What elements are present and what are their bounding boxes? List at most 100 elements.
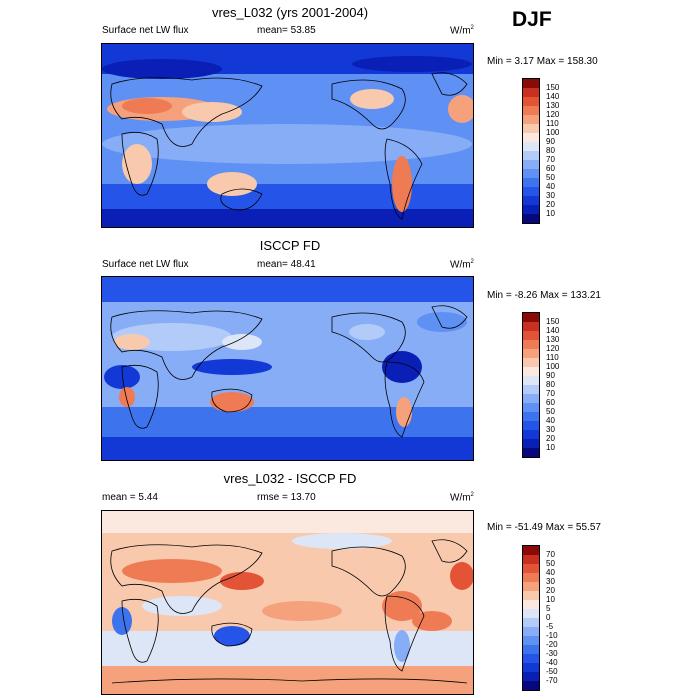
colorbar-segment bbox=[523, 214, 539, 223]
colorbar-segment bbox=[523, 403, 539, 412]
colorbar-tick-label: 80 bbox=[546, 146, 555, 155]
panel-3-title: vres_L032 - ISCCP FD bbox=[223, 471, 357, 486]
colorbar-tick-label: 130 bbox=[546, 335, 560, 344]
colorbar-segment bbox=[523, 385, 539, 394]
panel-3-rmse: rmse = 13.70 bbox=[257, 492, 316, 503]
colorbar-tick-label: 110 bbox=[546, 119, 559, 128]
colorbar-segment bbox=[523, 178, 539, 187]
colorbar-tick-label: 10 bbox=[546, 443, 555, 452]
panel-2-min-max: Min = -8.26 Max = 133.21 bbox=[487, 290, 601, 301]
colorbar-segment bbox=[523, 672, 539, 681]
panel-1-colorbar bbox=[522, 78, 540, 224]
colorbar-tick-label: 20 bbox=[546, 586, 555, 595]
colorbar-tick-label: 140 bbox=[546, 326, 560, 335]
colorbar-tick-label: 50 bbox=[546, 173, 555, 182]
colorbar-segment bbox=[523, 448, 539, 457]
colorbar-tick-label: -30 bbox=[546, 649, 558, 658]
colorbar-tick-label: 80 bbox=[546, 380, 555, 389]
colorbar-tick-label: -20 bbox=[546, 640, 558, 649]
panel-3-mean: mean = 5.44 bbox=[102, 492, 158, 503]
colorbar-segment bbox=[523, 591, 539, 600]
colorbar-segment bbox=[523, 349, 539, 358]
colorbar-segment bbox=[523, 322, 539, 331]
colorbar-segment bbox=[523, 124, 539, 133]
colorbar-segment bbox=[523, 609, 539, 618]
colorbar-tick-label: 150 bbox=[546, 83, 560, 92]
colorbar-tick-label: 100 bbox=[546, 128, 560, 137]
colorbar-tick-label: 40 bbox=[546, 568, 555, 577]
colorbar-segment bbox=[523, 681, 539, 690]
colorbar-tick-label: -50 bbox=[546, 667, 558, 676]
colorbar-tick-label: 5 bbox=[546, 604, 551, 613]
colorbar-segment bbox=[523, 654, 539, 663]
colorbar-tick-label: 40 bbox=[546, 416, 555, 425]
colorbar-segment bbox=[523, 160, 539, 169]
colorbar-segment bbox=[523, 573, 539, 582]
panel-2-mean: mean= 48.41 bbox=[257, 259, 316, 270]
colorbar-segment bbox=[523, 169, 539, 178]
colorbar-segment bbox=[523, 430, 539, 439]
panel-2-units: W/m2 bbox=[450, 259, 474, 271]
colorbar-tick-label: 70 bbox=[546, 155, 555, 164]
colorbar-tick-label: -10 bbox=[546, 631, 558, 640]
colorbar-segment bbox=[523, 106, 539, 115]
panel-3-min-max: Min = -51.49 Max = 55.57 bbox=[487, 522, 601, 533]
colorbar-tick-label: 30 bbox=[546, 191, 555, 200]
colorbar-tick-label: 150 bbox=[546, 317, 560, 326]
colorbar-tick-label: 120 bbox=[546, 344, 560, 353]
colorbar-tick-label: 10 bbox=[546, 595, 555, 604]
colorbar-segment bbox=[523, 205, 539, 214]
colorbar-tick-label: 10 bbox=[546, 209, 555, 218]
panel-1-left-label: Surface net LW flux bbox=[102, 25, 189, 36]
colorbar-tick-label: 70 bbox=[546, 389, 555, 398]
colorbar-segment bbox=[523, 663, 539, 672]
colorbar-segment bbox=[523, 187, 539, 196]
colorbar-segment bbox=[523, 582, 539, 591]
panel-2-left-label: Surface net LW flux bbox=[102, 259, 189, 270]
colorbar-segment bbox=[523, 421, 539, 430]
colorbar-tick-label: -5 bbox=[546, 622, 554, 631]
colorbar-tick-label: 140 bbox=[546, 92, 560, 101]
colorbar-segment bbox=[523, 151, 539, 160]
colorbar-segment bbox=[523, 439, 539, 448]
colorbar-tick-label: 120 bbox=[546, 110, 560, 119]
colorbar-tick-label: 40 bbox=[546, 182, 555, 191]
colorbar-segment bbox=[523, 358, 539, 367]
panel-2-colorbar bbox=[522, 312, 540, 458]
colorbar-segment bbox=[523, 88, 539, 97]
colorbar-tick-label: 70 bbox=[546, 550, 555, 559]
colorbar-segment bbox=[523, 340, 539, 349]
colorbar-segment bbox=[523, 564, 539, 573]
season-label: DJF bbox=[512, 8, 552, 31]
colorbar-segment bbox=[523, 97, 539, 106]
colorbar-segment bbox=[523, 636, 539, 645]
colorbar-tick-label: 20 bbox=[546, 200, 555, 209]
panel-1-min-max: Min = 3.17 Max = 158.30 bbox=[487, 56, 598, 67]
colorbar-segment bbox=[523, 555, 539, 564]
colorbar-segment bbox=[523, 600, 539, 609]
colorbar-tick-label: 90 bbox=[546, 371, 555, 380]
colorbar-segment bbox=[523, 394, 539, 403]
colorbar-segment bbox=[523, 627, 539, 636]
colorbar-segment bbox=[523, 196, 539, 205]
colorbar-tick-label: 30 bbox=[546, 577, 555, 586]
colorbar-segment bbox=[523, 645, 539, 654]
colorbar-tick-label: 130 bbox=[546, 101, 560, 110]
panel-1-title: vres_L032 (yrs 2001-2004) bbox=[211, 5, 369, 20]
panel-2-title: ISCCP FD bbox=[259, 238, 321, 253]
colorbar-segment bbox=[523, 546, 539, 555]
colorbar-tick-label: 0 bbox=[546, 613, 551, 622]
colorbar-segment bbox=[523, 115, 539, 124]
panel-1-units: W/m2 bbox=[450, 25, 474, 37]
colorbar-segment bbox=[523, 367, 539, 376]
colorbar-segment bbox=[523, 133, 539, 142]
colorbar-tick-label: 50 bbox=[546, 407, 555, 416]
colorbar-tick-label: -40 bbox=[546, 658, 558, 667]
panel-3-map bbox=[101, 510, 474, 695]
colorbar-tick-label: 90 bbox=[546, 137, 555, 146]
colorbar-segment bbox=[523, 618, 539, 627]
panel-3-units: W/m2 bbox=[450, 492, 474, 504]
colorbar-tick-label: 20 bbox=[546, 434, 555, 443]
panel-1-mean: mean= 53.85 bbox=[257, 25, 316, 36]
panel-2-map bbox=[101, 276, 474, 461]
